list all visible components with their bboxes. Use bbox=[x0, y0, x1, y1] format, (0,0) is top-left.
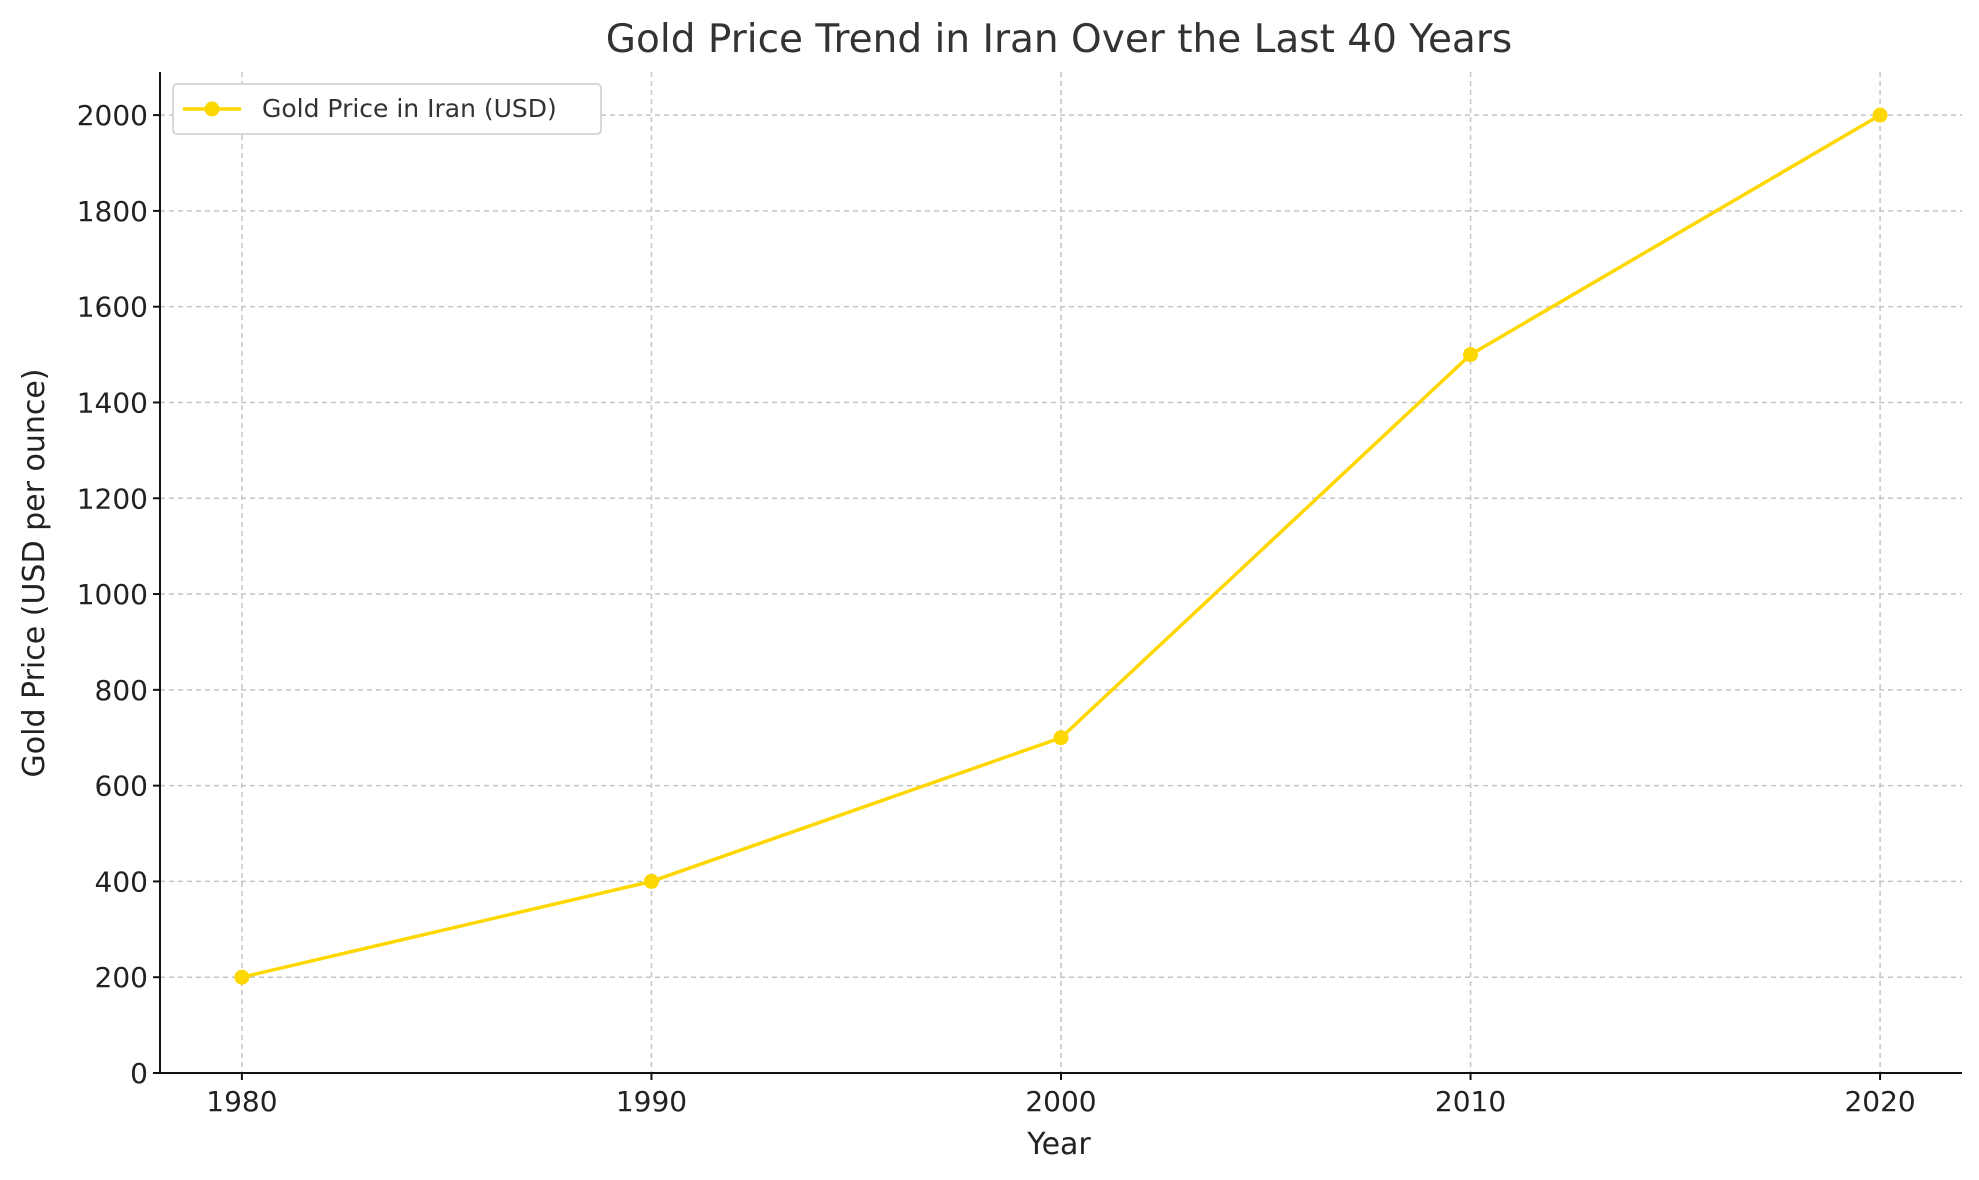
x-tick-label: 2010 bbox=[1435, 1085, 1506, 1118]
legend-marker bbox=[204, 101, 220, 117]
y-tick-label: 1600 bbox=[77, 291, 148, 324]
y-tick-label: 1000 bbox=[77, 578, 148, 611]
x-tick-label: 1980 bbox=[206, 1085, 277, 1118]
horizontal-gridlines bbox=[160, 114, 1962, 978]
data-point bbox=[234, 969, 250, 985]
y-tick-label: 1400 bbox=[77, 386, 148, 419]
legend: Gold Price in Iran (USD) bbox=[172, 83, 602, 135]
y-tick-label: 0 bbox=[130, 1057, 148, 1090]
x-tick-label: 2020 bbox=[1844, 1085, 1915, 1118]
x-tick-label: 2000 bbox=[1025, 1085, 1096, 1118]
x-axis-label: Year bbox=[1026, 1127, 1091, 1162]
legend-box bbox=[172, 83, 602, 135]
data-point bbox=[1053, 730, 1069, 746]
chart-title: Gold Price Trend in Iran Over the Last 4… bbox=[606, 17, 1512, 62]
axes bbox=[153, 72, 1962, 1080]
tick-labels: 1980 1990 2000 2010 2020 0 200 400 600 800 1000 120… bbox=[77, 99, 1916, 1118]
data-point bbox=[1463, 347, 1479, 363]
y-tick-label: 800 bbox=[95, 674, 148, 707]
y-tick-label: 2000 bbox=[77, 99, 148, 132]
y-axis-label: Gold Price (USD per ounce) bbox=[17, 369, 52, 778]
x-tick-label: 1990 bbox=[616, 1085, 687, 1118]
data-point bbox=[643, 873, 659, 889]
y-tick-label: 200 bbox=[95, 961, 148, 994]
y-tick-label: 1800 bbox=[77, 195, 148, 228]
y-tick-label: 600 bbox=[95, 770, 148, 803]
data-point bbox=[1872, 107, 1888, 123]
y-tick-label: 400 bbox=[95, 865, 148, 898]
y-tick-label: 1200 bbox=[77, 482, 148, 515]
vertical-gridlines bbox=[241, 72, 1881, 1073]
legend-label: Gold Price in Iran (USD) bbox=[262, 94, 557, 123]
series-layer bbox=[234, 107, 1888, 985]
